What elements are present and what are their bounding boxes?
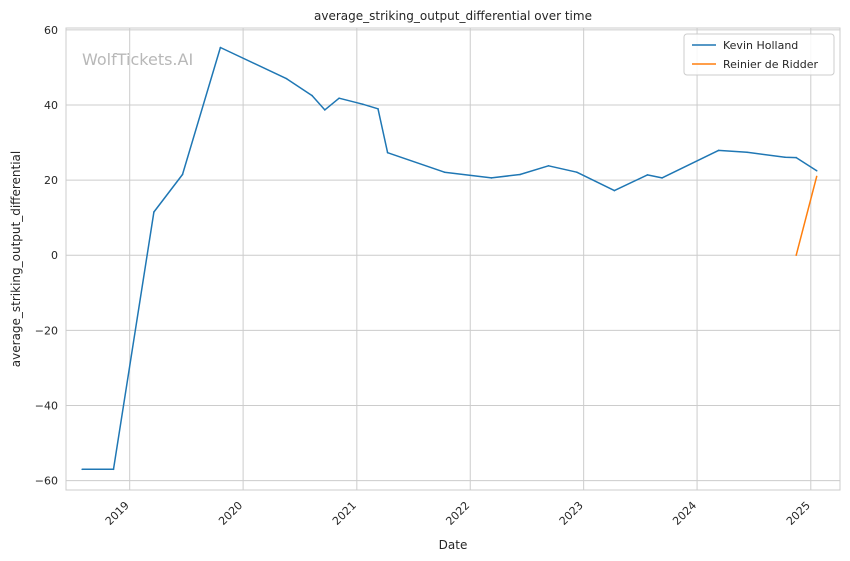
data-point-kevin-holland (795, 156, 797, 159)
series-line-reinier-de-ridder (795, 176, 818, 256)
y-tick-labels: −60 −40 −20 0 20 40 60 (35, 24, 58, 488)
data-point-kevin-holland (219, 46, 222, 49)
y-tick-label: 40 (44, 99, 58, 112)
legend-label-reinier-de-ridder: Reinier de Ridder (723, 58, 818, 71)
data-point-kevin-holland (815, 169, 818, 172)
plot-frame (65, 27, 841, 491)
data-point-kevin-holland (443, 171, 446, 173)
x-axis-title: Date (439, 538, 468, 552)
data-point-kevin-holland (746, 151, 748, 154)
legend-label-kevin-holland: Kevin Holland (723, 39, 798, 52)
data-point-reinier-de-ridder (815, 175, 818, 178)
data-point-kevin-holland (646, 174, 649, 176)
data-point-kevin-holland (784, 156, 786, 158)
data-point-kevin-holland (490, 177, 493, 179)
data-point-kevin-holland (547, 165, 550, 167)
y-tick-label: −40 (35, 399, 58, 412)
data-point-kevin-holland (661, 177, 663, 179)
data-point-kevin-holland (386, 151, 389, 154)
data-point-kevin-holland (81, 468, 83, 471)
series-layer (81, 46, 818, 471)
data-point-kevin-holland (311, 94, 313, 97)
data-point-kevin-holland (153, 211, 155, 213)
chart-title: average_striking_output_differential ove… (314, 9, 592, 23)
watermark: WolfTickets.AI (82, 50, 193, 69)
data-point-reinier-de-ridder (795, 254, 797, 256)
legend-box (683, 33, 835, 76)
legend: Kevin Holland Reinier de Ridder (683, 33, 835, 76)
data-point-kevin-holland (285, 77, 288, 80)
y-tick-label: −60 (35, 475, 58, 488)
data-point-kevin-holland (112, 468, 115, 471)
y-tick-label: 60 (44, 24, 58, 37)
data-point-kevin-holland (519, 173, 521, 176)
data-point-kevin-holland (361, 103, 364, 105)
y-tick-label: 0 (51, 249, 58, 262)
data-point-kevin-holland (613, 189, 616, 192)
data-point-kevin-holland (377, 108, 379, 110)
y-tick-label: −20 (35, 324, 58, 337)
data-point-kevin-holland (717, 149, 720, 152)
y-tick-label: 20 (44, 174, 58, 187)
y-gridlines (66, 29, 840, 482)
data-point-kevin-holland (181, 173, 184, 176)
y-axis-title: average_striking_output_differential (9, 151, 23, 367)
data-point-kevin-holland (576, 171, 578, 173)
data-point-kevin-holland (338, 97, 340, 99)
data-point-kevin-holland (324, 109, 326, 111)
